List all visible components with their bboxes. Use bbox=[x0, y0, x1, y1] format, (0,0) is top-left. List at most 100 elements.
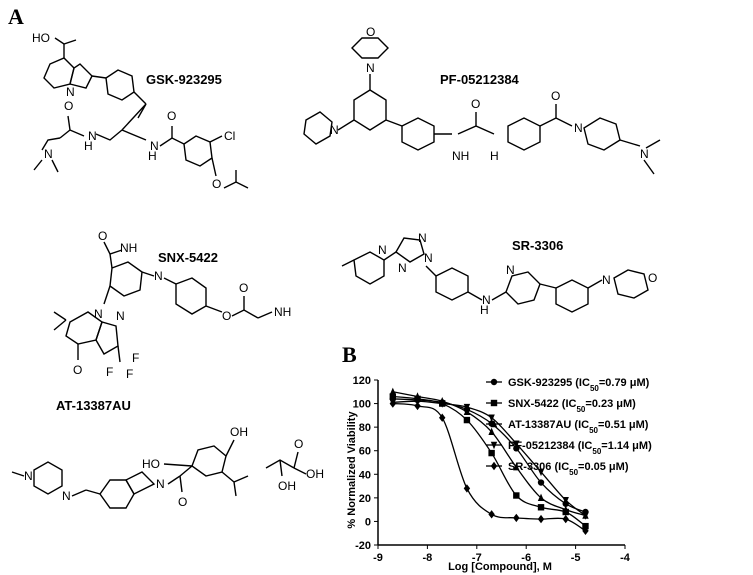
data-point bbox=[537, 493, 545, 502]
atom-o-at2: O bbox=[294, 437, 303, 451]
data-point bbox=[439, 400, 446, 408]
data-point bbox=[414, 401, 421, 411]
legend-label: GSK-923295 (IC50=0.79 μM) bbox=[508, 377, 650, 393]
data-point bbox=[513, 463, 520, 471]
x-tick-label: -5 bbox=[571, 552, 581, 564]
atom-o-snx3: O bbox=[239, 281, 248, 295]
compound-name-gsk: GSK-923295 bbox=[146, 72, 222, 87]
atom-n-at3: N bbox=[156, 477, 165, 491]
data-point bbox=[463, 416, 471, 424]
atom-nh-1: H bbox=[84, 139, 93, 153]
data-point bbox=[513, 445, 520, 452]
atom-f3: F bbox=[126, 367, 133, 381]
atom-o-snx2: O bbox=[222, 309, 231, 323]
atom-o-snx1: O bbox=[98, 229, 107, 243]
atom-n-ring: N bbox=[66, 85, 75, 99]
x-tick-label: -4 bbox=[620, 552, 631, 564]
legend-label: SNX-5422 (IC50=0.23 μM) bbox=[508, 398, 636, 414]
data-point bbox=[463, 484, 471, 493]
data-point bbox=[488, 414, 495, 422]
x-tick-label: -8 bbox=[423, 552, 433, 564]
data-point bbox=[562, 497, 569, 505]
y-tick-label: 100 bbox=[353, 399, 371, 411]
data-point bbox=[537, 479, 545, 486]
atom-n-sr5: N bbox=[482, 293, 491, 307]
series-5 bbox=[389, 399, 589, 536]
compound-name-pf: PF-05212384 bbox=[440, 72, 519, 87]
data-point bbox=[439, 413, 446, 422]
atom-n-sr7: N bbox=[602, 273, 611, 287]
atom-n-3: N bbox=[150, 139, 159, 153]
data-point bbox=[490, 461, 498, 471]
legend-label: SR-3306 (IC50=0.05 μM) bbox=[508, 461, 629, 477]
atom-n-1: N bbox=[88, 129, 97, 143]
atom-o-2: O bbox=[167, 109, 176, 123]
atom-o-snx4: O bbox=[73, 363, 82, 377]
atom-f1: F bbox=[106, 365, 113, 379]
atom-oh-at2: OH bbox=[278, 479, 296, 493]
data-point bbox=[490, 441, 498, 450]
y-tick-label: 120 bbox=[353, 375, 371, 387]
y-axis-label: % Normalized Viability bbox=[346, 411, 358, 529]
atom-o-sr: O bbox=[648, 271, 657, 285]
panel-a-label: A bbox=[8, 4, 24, 29]
atom-oh-at1: OH bbox=[230, 425, 248, 439]
data-point bbox=[488, 427, 495, 436]
atom-n-pf1: N bbox=[366, 61, 375, 75]
atom-n-sr2: N bbox=[418, 231, 427, 245]
data-point bbox=[562, 514, 569, 524]
structure-snx-5422: O NH N O O NH N N O F F F bbox=[53, 229, 291, 381]
data-point bbox=[490, 399, 498, 407]
atom-ho: HO bbox=[32, 31, 50, 45]
series-4 bbox=[389, 398, 589, 520]
structure-at-13387au: N N N O HO OH OH O OH bbox=[11, 425, 324, 509]
data-point bbox=[582, 522, 589, 530]
legend-label: AT-13387AU (IC50=0.51 μM) bbox=[508, 419, 649, 435]
data-point bbox=[582, 526, 589, 536]
atom-o-1: O bbox=[64, 99, 73, 113]
y-tick-label: 80 bbox=[359, 422, 371, 434]
atom-nh2-snx2: NH bbox=[274, 305, 291, 319]
y-tick-label: 0 bbox=[365, 516, 371, 528]
y-tick-label: 40 bbox=[359, 469, 371, 481]
data-point bbox=[537, 468, 545, 477]
data-point bbox=[389, 387, 397, 395]
compound-name-at: AT-13387AU bbox=[56, 398, 131, 413]
y-tick-label: -20 bbox=[355, 540, 371, 552]
legend-label: PF-05212384 (IC50=1.14 μM) bbox=[508, 440, 652, 456]
atom-n-snx2: N bbox=[94, 307, 103, 321]
atom-n-sr3: N bbox=[398, 261, 407, 275]
atom-o-pf2: O bbox=[471, 97, 480, 111]
data-point bbox=[389, 393, 397, 400]
atom-n-snx1: N bbox=[154, 269, 163, 283]
structure-gsk-923295: HO N H N O N H N O Cl O bbox=[32, 31, 249, 191]
atom-o-at1: O bbox=[178, 495, 187, 509]
x-tick-label: -6 bbox=[521, 552, 531, 564]
atom-nh-pf1: NH bbox=[452, 149, 469, 163]
atom-o-pf3: O bbox=[551, 89, 560, 103]
data-point bbox=[513, 492, 520, 499]
data-point bbox=[488, 510, 495, 519]
compound-name-sr: SR-3306 bbox=[512, 238, 564, 253]
atom-n-pf3: N bbox=[574, 121, 583, 135]
data-point bbox=[414, 392, 421, 400]
panel-b-label: B bbox=[342, 342, 357, 367]
atom-n-snx3: N bbox=[116, 309, 125, 323]
atom-h-sr: H bbox=[480, 303, 489, 317]
atom-ho-at: HO bbox=[142, 457, 160, 471]
atom-n-2: N bbox=[44, 147, 53, 161]
data-point bbox=[490, 378, 498, 386]
atom-n-pf4: N bbox=[640, 147, 649, 161]
data-point bbox=[488, 449, 495, 457]
compound-name-snx: SNX-5422 bbox=[158, 250, 218, 265]
y-tick-label: 20 bbox=[359, 493, 371, 505]
data-point bbox=[490, 419, 498, 428]
y-tick-label: 60 bbox=[359, 446, 371, 458]
x-tick-label: -9 bbox=[373, 552, 383, 564]
atom-n-sr6: N bbox=[506, 263, 515, 277]
data-point bbox=[537, 504, 545, 511]
atom-o-3: O bbox=[212, 177, 221, 191]
data-point bbox=[389, 399, 397, 408]
